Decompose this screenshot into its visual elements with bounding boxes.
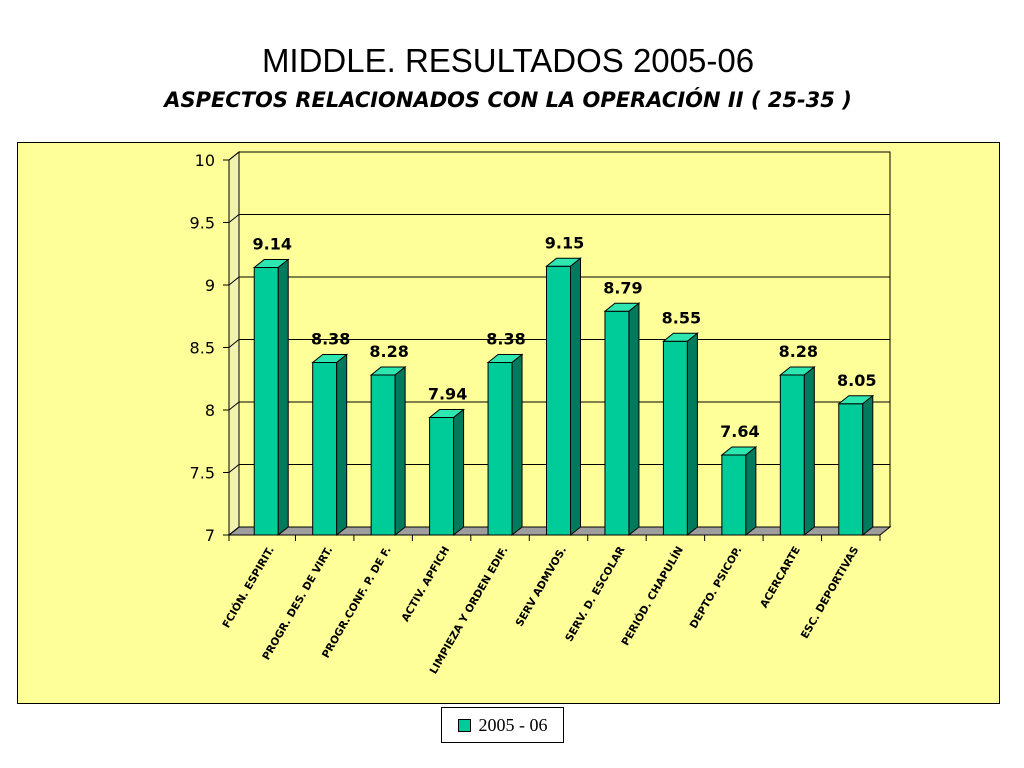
chart-legend: 2005 - 06 xyxy=(441,707,564,743)
bar xyxy=(662,340,688,536)
bar-side xyxy=(686,332,698,537)
data-label: 8.38 xyxy=(311,330,350,349)
data-label: 8.28 xyxy=(779,342,818,361)
x-category-label: ESC. DEPORTIVAS xyxy=(799,545,862,641)
data-label: 9.14 xyxy=(252,235,291,254)
x-category-label: FCIÓN. ESPIRIT. xyxy=(220,544,277,630)
data-label: 7.64 xyxy=(720,422,759,441)
data-label: 9.15 xyxy=(545,233,584,252)
data-label: 8.79 xyxy=(603,278,642,297)
bar xyxy=(604,310,630,536)
data-label: 7.94 xyxy=(428,385,467,404)
y-tick-label: 10 xyxy=(195,151,215,170)
x-category-label: PROGR.CONF. P. DE F. xyxy=(320,545,394,661)
y-tick-label: 7 xyxy=(205,526,215,545)
bar-side xyxy=(453,408,465,537)
bar xyxy=(838,403,864,536)
x-category-label: PERIÓD. CHAPULÍN xyxy=(619,544,686,648)
bar-side xyxy=(745,445,757,537)
bar xyxy=(429,417,455,536)
bar-side xyxy=(394,365,406,537)
bar-side xyxy=(803,365,815,537)
bar-side xyxy=(862,394,874,537)
bar xyxy=(312,362,338,536)
bar xyxy=(487,362,513,536)
x-category-label: ACERCARTE xyxy=(758,545,803,611)
bar xyxy=(546,265,571,536)
y-tick-label: 9 xyxy=(205,276,215,295)
bar-side xyxy=(336,353,348,537)
y-tick-label: 8.5 xyxy=(190,339,215,358)
chart-title: MIDDLE. RESULTADOS 2005-06 xyxy=(261,42,755,79)
bar-side xyxy=(277,258,289,537)
data-label: 8.05 xyxy=(837,371,876,390)
data-label: 8.55 xyxy=(662,308,701,327)
x-category-label: DEPTO. PSICOP. xyxy=(688,545,745,631)
x-category-label: ACTIV. APFICH xyxy=(399,545,452,624)
gridline xyxy=(228,214,890,223)
gridline xyxy=(228,151,890,161)
y-tick-label: 8 xyxy=(205,401,215,420)
bar xyxy=(253,267,279,536)
legend-swatch xyxy=(457,718,471,732)
bar-side xyxy=(570,257,581,537)
chart-subtitle: ASPECTOS RELACIONADOS CON LA OPERACIÓN I… xyxy=(164,88,852,112)
bar xyxy=(370,374,396,536)
bar xyxy=(779,374,805,536)
x-category-label: PROGR. DES. DE VIRT. xyxy=(260,545,335,663)
x-category-label: SERV ADMVOS. xyxy=(514,545,570,629)
x-category-label: SERV. D. ESCOLAR xyxy=(563,545,627,644)
data-label: 8.38 xyxy=(486,330,525,349)
bar xyxy=(721,454,747,536)
bar-side xyxy=(628,302,640,537)
data-label: 8.28 xyxy=(369,342,408,361)
legend-label: 2005 - 06 xyxy=(478,714,548,735)
y-tick-label: 7.5 xyxy=(190,464,215,483)
gridline xyxy=(228,276,890,286)
bar-side xyxy=(511,353,523,537)
y-tick-label: 9.5 xyxy=(190,214,215,233)
